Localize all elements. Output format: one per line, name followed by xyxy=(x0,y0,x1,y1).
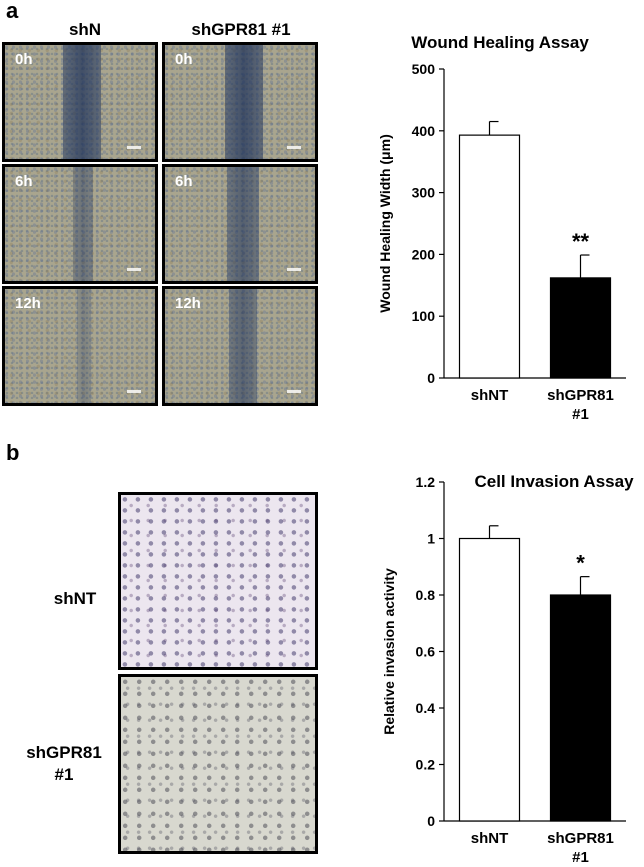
x-tick-label: #1 xyxy=(572,849,589,866)
timepoint-label: 6h xyxy=(15,173,33,190)
micrograph-invasion-shgpr81 xyxy=(118,674,318,854)
wound-healing-chart: Wound Healing Assay Wound Healing Width (… xyxy=(377,33,626,423)
chart-title: Cell Invasion Assay xyxy=(474,472,634,491)
column-label-shn: shN xyxy=(68,20,102,39)
x-tick-label: shGPR81 xyxy=(547,387,614,404)
cell-invasion-chart: Cell Invasion Assay Relative invasion act… xyxy=(381,472,634,866)
row-label-shnt: shNT xyxy=(53,589,97,608)
x-tick-label: #1 xyxy=(572,406,589,423)
timepoint-label: 12h xyxy=(175,295,201,312)
timepoint-label: 0h xyxy=(175,51,193,68)
y-axis-label: Wound Healing Width (μm) xyxy=(377,134,393,313)
y-tick-label: 0.4 xyxy=(416,700,436,716)
micrograph-shgpr81-6h: 6h xyxy=(162,164,318,284)
column-label-shgpr81: shGPR81 #1 xyxy=(191,20,291,39)
y-tick-label: 500 xyxy=(412,61,436,77)
panel-letter-b: b xyxy=(6,440,20,465)
y-tick-label: 0 xyxy=(427,370,435,386)
significance-marker: ** xyxy=(572,229,590,254)
panel-letter-a: a xyxy=(6,0,19,23)
y-tick-label: 100 xyxy=(412,308,436,324)
bar xyxy=(458,537,521,822)
micrograph-invasion-shnt xyxy=(118,492,318,670)
y-tick-label: 1 xyxy=(427,531,435,547)
bar xyxy=(549,277,612,379)
micrograph-shgpr81-12h: 12h xyxy=(162,286,318,406)
micrograph-shn-0h: 0h xyxy=(2,42,158,162)
row-label-shgpr81: shGPR81 #1 xyxy=(26,743,102,784)
bar xyxy=(458,134,521,379)
timepoint-label: 12h xyxy=(15,295,41,312)
y-tick-label: 200 xyxy=(412,246,436,262)
y-tick-label: 400 xyxy=(412,123,436,139)
y-tick-label: 0.6 xyxy=(416,644,436,660)
micrograph-shn-12h: 12h xyxy=(2,286,158,406)
timepoint-label: 0h xyxy=(15,51,33,68)
y-tick-label: 0.8 xyxy=(416,587,436,603)
timepoint-label: 6h xyxy=(175,173,193,190)
bar xyxy=(549,594,612,822)
x-tick-label: shNT xyxy=(471,830,509,847)
y-tick-label: 1.2 xyxy=(416,474,436,490)
y-tick-label: 0 xyxy=(427,813,435,829)
y-axis-label: Relative invasion activity xyxy=(381,568,397,735)
x-tick-label: shNT xyxy=(471,387,509,404)
significance-marker: * xyxy=(576,551,585,576)
y-tick-label: 0.2 xyxy=(416,757,436,773)
micrograph-shn-6h: 6h xyxy=(2,164,158,284)
chart-title: Wound Healing Assay xyxy=(411,33,589,52)
x-tick-label: shGPR81 xyxy=(547,830,614,847)
y-tick-label: 300 xyxy=(412,185,436,201)
micrograph-shgpr81-0h: 0h xyxy=(162,42,318,162)
